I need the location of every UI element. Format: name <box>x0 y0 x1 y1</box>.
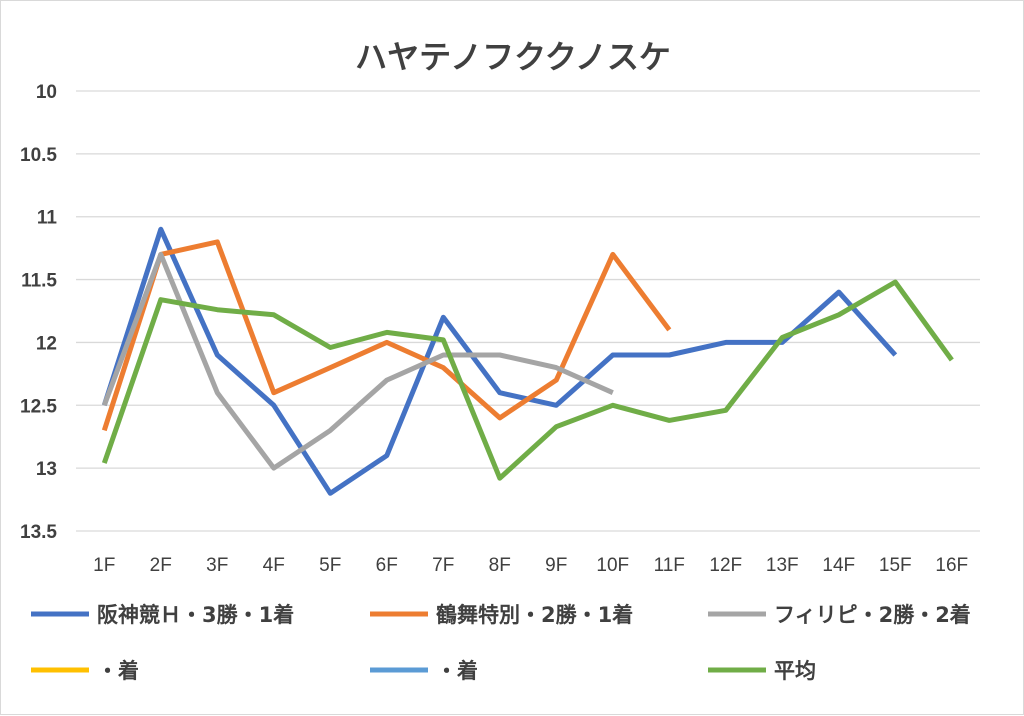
x-tick-label: 1F <box>93 555 115 576</box>
series-line-1 <box>101 226 898 496</box>
y-tick-label: 11.5 <box>21 271 57 292</box>
chart-title: ハヤテノフククノスケ <box>355 38 671 76</box>
x-tick-label: 10F <box>596 555 629 576</box>
x-tick-label: 6F <box>376 555 398 576</box>
series-lines <box>101 226 954 496</box>
series-line-2 <box>101 239 672 432</box>
x-tick-label: 8F <box>489 555 511 576</box>
x-tick-label: 11F <box>654 555 685 576</box>
legend-label: ・着 <box>97 659 139 683</box>
y-tick-label: 11 <box>37 208 58 229</box>
x-tick-label: 3F <box>206 555 228 576</box>
x-tick-label: 7F <box>432 555 454 576</box>
x-tick-label: 15F <box>879 555 912 576</box>
x-tick-label: 4F <box>263 555 285 576</box>
legend-label: 阪神競Ｈ・3勝・1着 <box>97 603 294 627</box>
legend-label: ・着 <box>436 659 478 683</box>
legend-label: 鶴舞特別・2勝・1着 <box>436 603 633 627</box>
y-tick-label: 13.5 <box>20 522 57 543</box>
x-tick-label: 12F <box>709 555 742 576</box>
y-tick-label: 12.5 <box>20 396 57 417</box>
y-tick-label: 13 <box>36 459 57 480</box>
legend: 阪神競Ｈ・3勝・1着 鶴舞特別・2勝・1着 フィリピ・2勝・2着・着 ・着 平均 <box>31 603 971 683</box>
legend-label: フィリピ・2勝・2着 <box>774 603 971 627</box>
y-tick-label: 10 <box>36 82 57 103</box>
series-line-3 <box>101 251 614 471</box>
x-tick-label: 13F <box>766 555 799 576</box>
x-tick-label: 2F <box>150 555 172 576</box>
x-axis-tick-labels: 1F 2F 3F 4F 5F 6F 7F 8F 9F 10F 11F 12F 13F 14F 15F 16F <box>93 555 968 576</box>
x-tick-label: 14F <box>822 555 855 576</box>
legend-label: 平均 <box>774 659 816 683</box>
series-line-6 <box>101 279 954 481</box>
x-tick-label: 9F <box>545 555 567 576</box>
x-tick-label: 5F <box>319 555 341 576</box>
x-tick-label: 16F <box>935 555 968 576</box>
y-tick-label: 10.5 <box>20 145 57 166</box>
y-axis-tick-labels: 10 10.5 11 11.5 12 12.5 13 13.5 <box>20 82 57 543</box>
y-tick-label: 12 <box>36 333 57 354</box>
